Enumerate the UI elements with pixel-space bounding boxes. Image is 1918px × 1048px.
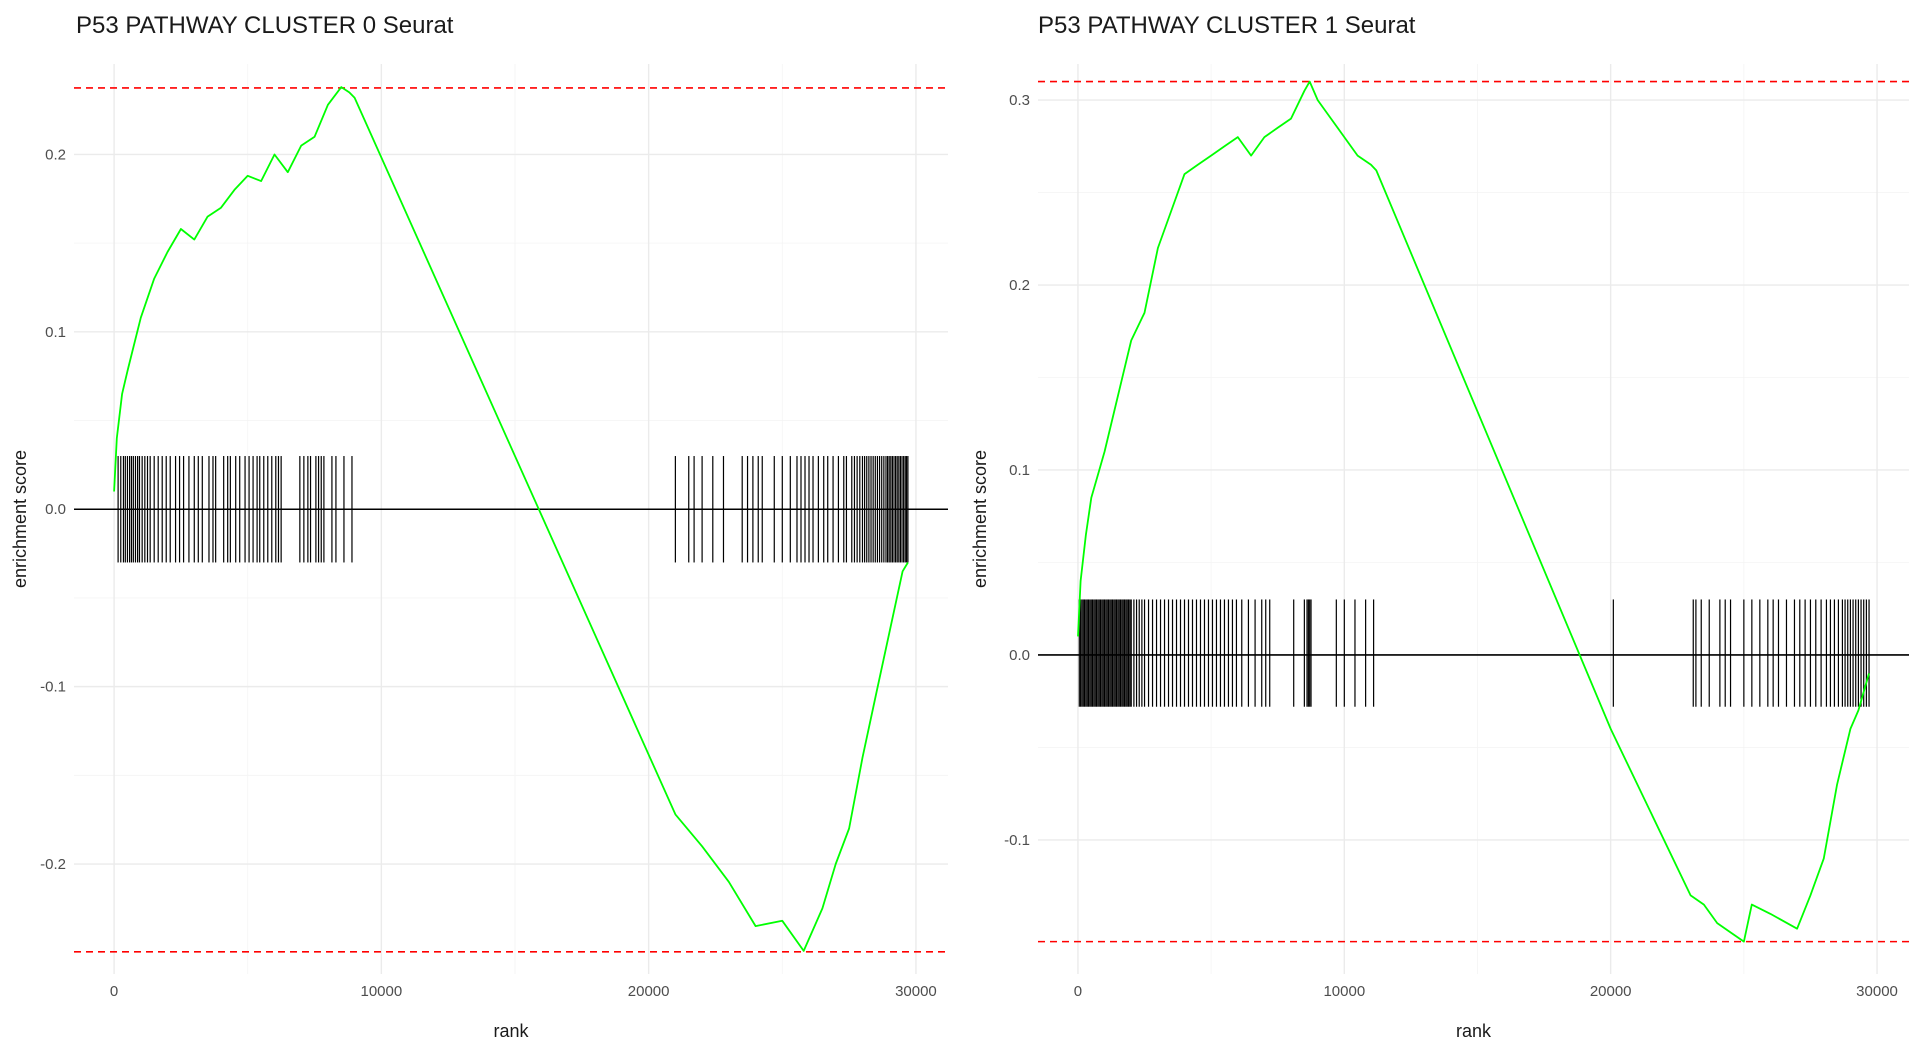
x-tick-label: 30000 xyxy=(1856,983,1898,1000)
x-axis-label: rank xyxy=(1456,1021,1492,1041)
x-tick-label: 0 xyxy=(110,983,118,1000)
major-grid xyxy=(74,64,948,974)
y-tick-label: -0.1 xyxy=(40,679,66,696)
gsea-panel-cluster-1: -0.1 0.0 0.1 0.2 0.3 0 10000 20000 30000 rank enri… xyxy=(959,0,1918,1048)
major-grid xyxy=(1038,64,1909,974)
minor-grid xyxy=(74,64,948,974)
y-tick-label: 0.2 xyxy=(45,146,66,163)
gene-hits xyxy=(1078,599,1870,707)
gsea-panel-cluster-0: -0.2 -0.1 0.0 0.1 0.2 0 10000 20000 30000 rank enr… xyxy=(10,12,948,1041)
y-tick-label: 0.1 xyxy=(45,324,66,341)
y-tick-label: 0.0 xyxy=(45,501,66,518)
x-tick-label: 20000 xyxy=(628,983,670,1000)
y-tick-label: 0.3 xyxy=(1009,92,1030,109)
chart-title: P53 PATHWAY CLUSTER 0 Seurat xyxy=(76,12,454,39)
gsea-plot-cluster-1: -0.1 0.0 0.1 0.2 0.3 0 10000 20000 30000 rank enri… xyxy=(970,12,1909,1041)
y-tick-label: -0.1 xyxy=(1004,832,1030,849)
y-axis-label: enrichment score xyxy=(10,450,30,588)
x-tick-label: 0 xyxy=(1074,983,1082,1000)
y-tick-label: 0.2 xyxy=(1009,277,1030,294)
enrichment-curve xyxy=(1077,80,1870,943)
y-tick-label: -0.2 xyxy=(40,856,66,873)
y-tick-label: 0.0 xyxy=(1009,647,1030,664)
x-tick-label: 10000 xyxy=(1323,983,1365,1000)
y-axis-label: enrichment score xyxy=(970,450,990,588)
x-tick-label: 30000 xyxy=(895,983,937,1000)
x-axis-label: rank xyxy=(493,1021,529,1041)
enrichment-curve xyxy=(113,86,909,952)
x-tick-label: 20000 xyxy=(1590,983,1632,1000)
x-tick-label: 10000 xyxy=(361,983,403,1000)
y-tick-label: 0.1 xyxy=(1009,462,1030,479)
gsea-plot-cluster-0: -0.2 -0.1 0.0 0.1 0.2 0 10000 20000 30000 rank enr… xyxy=(10,12,948,1041)
chart-title: P53 PATHWAY CLUSTER 1 Seurat xyxy=(1038,12,1416,39)
minor-grid xyxy=(1038,64,1909,974)
